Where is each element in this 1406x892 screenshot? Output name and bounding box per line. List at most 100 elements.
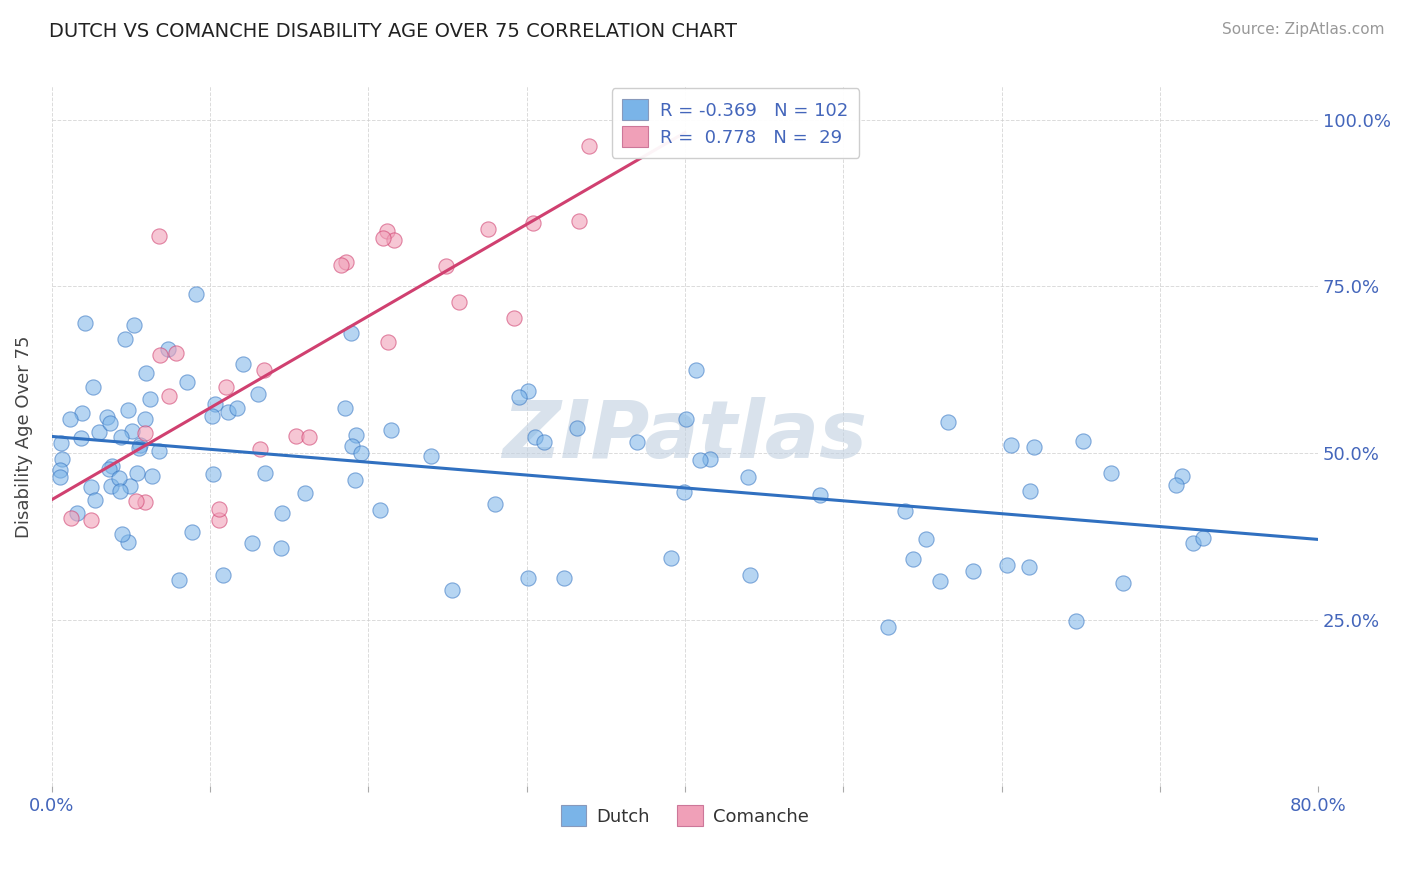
Point xyxy=(100,479,122,493)
Point xyxy=(73,316,96,330)
Point xyxy=(284,429,307,443)
Point xyxy=(118,478,141,492)
Point xyxy=(333,401,356,416)
Point xyxy=(69,431,91,445)
Point xyxy=(915,532,938,546)
Point xyxy=(382,233,405,247)
Point xyxy=(808,488,831,502)
Point xyxy=(240,536,263,550)
Point xyxy=(110,430,132,444)
Point xyxy=(699,452,721,467)
Point xyxy=(522,216,544,230)
Point xyxy=(180,525,202,540)
Point xyxy=(148,444,170,458)
Point xyxy=(516,384,538,399)
Point xyxy=(114,332,136,346)
Point xyxy=(253,466,276,480)
Point xyxy=(294,486,316,500)
Point xyxy=(929,574,952,589)
Point xyxy=(96,410,118,425)
Point xyxy=(344,428,367,442)
Point xyxy=(157,389,180,403)
Point xyxy=(995,558,1018,573)
Point xyxy=(98,416,121,430)
Point xyxy=(212,568,235,582)
Point xyxy=(134,425,156,440)
Point xyxy=(380,423,402,437)
Point xyxy=(738,568,761,582)
Point xyxy=(737,470,759,484)
Point xyxy=(373,230,395,244)
Point xyxy=(1000,438,1022,452)
Point xyxy=(117,403,139,417)
Point xyxy=(108,471,131,485)
Point xyxy=(1018,484,1040,499)
Point xyxy=(1171,468,1194,483)
Point xyxy=(141,469,163,483)
Point xyxy=(1018,560,1040,574)
Text: Source: ZipAtlas.com: Source: ZipAtlas.com xyxy=(1222,22,1385,37)
Point xyxy=(962,564,984,578)
Point xyxy=(59,511,82,525)
Point xyxy=(80,479,103,493)
Point xyxy=(167,574,190,588)
Point xyxy=(567,420,589,434)
Point xyxy=(329,258,352,272)
Point xyxy=(659,550,682,565)
Point xyxy=(508,390,530,404)
Point xyxy=(1182,536,1205,550)
Point xyxy=(128,438,150,452)
Point xyxy=(51,436,73,450)
Point xyxy=(117,534,139,549)
Point xyxy=(66,506,89,520)
Point xyxy=(134,495,156,509)
Point xyxy=(108,484,131,499)
Point xyxy=(204,397,226,411)
Point xyxy=(101,458,124,473)
Point xyxy=(215,380,238,394)
Point xyxy=(936,416,959,430)
Point xyxy=(232,357,254,371)
Point xyxy=(208,502,231,516)
Point xyxy=(449,295,471,310)
Point xyxy=(128,441,150,455)
Point xyxy=(420,449,443,463)
Point xyxy=(1112,576,1135,591)
Point xyxy=(553,572,575,586)
Point xyxy=(893,504,915,518)
Point xyxy=(626,435,648,450)
Point xyxy=(226,401,249,416)
Point xyxy=(1166,477,1188,491)
Point xyxy=(685,362,707,376)
Point xyxy=(89,425,111,440)
Point xyxy=(201,467,224,482)
Point xyxy=(51,451,73,466)
Point xyxy=(246,387,269,401)
Point xyxy=(176,375,198,389)
Point xyxy=(533,435,555,450)
Point xyxy=(83,492,105,507)
Point xyxy=(484,497,506,511)
Point xyxy=(689,453,711,467)
Point xyxy=(121,424,143,438)
Point xyxy=(165,346,187,360)
Point xyxy=(370,503,392,517)
Point xyxy=(340,439,363,453)
Point xyxy=(249,442,271,456)
Point xyxy=(149,348,172,362)
Point xyxy=(298,430,321,444)
Point xyxy=(59,411,82,425)
Text: DUTCH VS COMANCHE DISABILITY AGE OVER 75 CORRELATION CHART: DUTCH VS COMANCHE DISABILITY AGE OVER 75… xyxy=(49,22,737,41)
Point xyxy=(672,484,695,499)
Point xyxy=(122,318,145,332)
Point xyxy=(208,513,231,527)
Point xyxy=(1071,434,1094,449)
Point xyxy=(253,363,276,377)
Y-axis label: Disability Age Over 75: Disability Age Over 75 xyxy=(15,335,32,538)
Point xyxy=(138,392,160,406)
Point xyxy=(1099,466,1122,480)
Point xyxy=(375,224,398,238)
Point xyxy=(270,541,292,556)
Point xyxy=(49,463,72,477)
Point xyxy=(134,412,156,426)
